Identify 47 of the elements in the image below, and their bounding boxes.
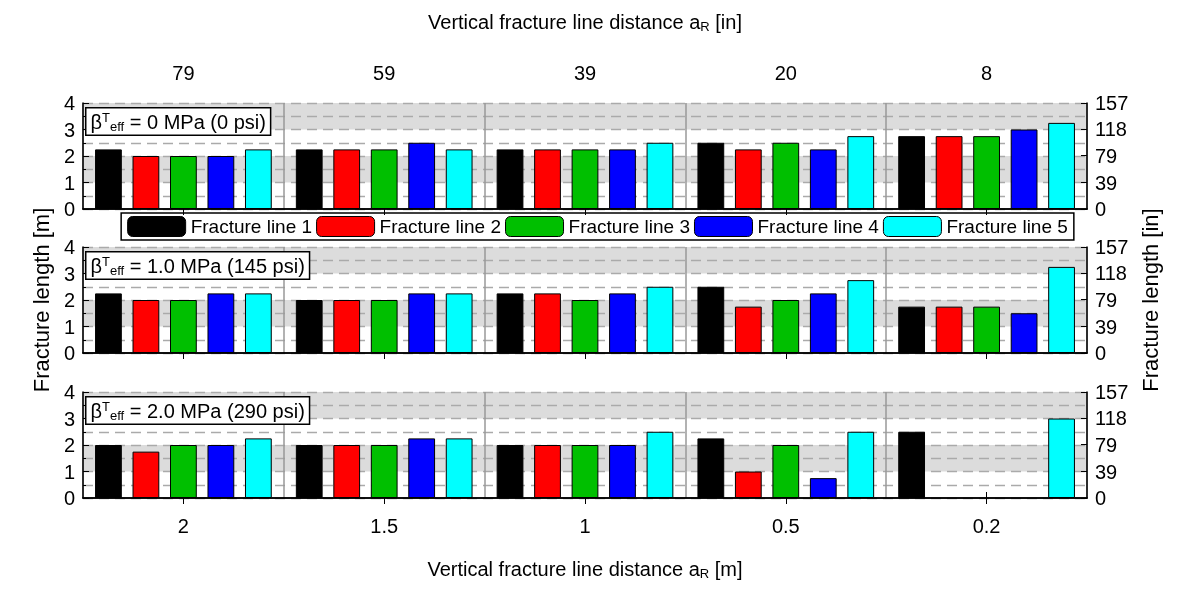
y2-tick-label: 39 — [1095, 460, 1118, 483]
y-tick-label: 0 — [63, 487, 75, 509]
y2-tick-label: 0 — [1095, 198, 1107, 220]
y2-tick-label: 79 — [1095, 144, 1118, 167]
text: 79 — [172, 62, 195, 84]
text: 20 — [774, 62, 797, 84]
y2-tick-label: 39 — [1095, 171, 1118, 194]
legend-label: Fracture line 4 — [757, 216, 880, 237]
y2-tick-label: 0 — [1095, 487, 1107, 509]
y2-tick-label: 0 — [1095, 342, 1107, 364]
y2-tick-label: 157 — [1095, 381, 1129, 403]
legend-label: Fracture line 2 — [379, 216, 502, 237]
text: 59 — [373, 62, 396, 84]
y-tick-label: 4 — [63, 92, 75, 114]
text: 39 — [573, 62, 597, 84]
y-tick-label: 3 — [63, 407, 75, 430]
y2-tick-label: 157 — [1095, 92, 1129, 114]
y-tick-label: 0 — [63, 198, 75, 220]
text: 8 — [981, 62, 993, 84]
legend-label: Fracture line 5 — [946, 216, 1068, 237]
x-tick-label: 2 — [177, 515, 189, 537]
y-tick-label: 2 — [63, 145, 75, 167]
y2-axis-title: Fracture length [in] — [1137, 208, 1163, 392]
y-tick-label: 4 — [63, 236, 75, 258]
y-tick-label: 3 — [63, 262, 75, 285]
y-tick-label: 1 — [63, 315, 75, 338]
y2-tick-label: 39 — [1095, 315, 1118, 338]
y2-tick-label: 79 — [1095, 433, 1118, 456]
x-tick-label: 0.2 — [972, 515, 1001, 537]
y-tick-label: 0 — [63, 342, 75, 364]
y2-tick-label: 157 — [1095, 236, 1129, 258]
x-tick-label: 0.5 — [771, 515, 800, 537]
x-tick-label: 1 — [579, 515, 591, 537]
y-tick-label: 2 — [63, 434, 75, 456]
y-tick-label: 3 — [63, 118, 75, 141]
legend-label: Fracture line 1 — [190, 216, 313, 237]
y-tick-label: 1 — [63, 460, 75, 483]
y-tick-label: 2 — [63, 289, 75, 311]
x-tick-label: 1.5 — [370, 515, 399, 537]
y-axis-title: Fracture length [m] — [29, 207, 55, 393]
y2-tick-label: 79 — [1095, 288, 1118, 311]
y-tick-label: 4 — [63, 381, 75, 403]
y2-tick-label: 118 — [1095, 407, 1127, 430]
y2-tick-label: 118 — [1095, 262, 1127, 285]
y2-tick-label: 118 — [1095, 118, 1127, 141]
y-tick-label: 1 — [63, 171, 75, 194]
legend-label: Fracture line 3 — [568, 216, 690, 237]
